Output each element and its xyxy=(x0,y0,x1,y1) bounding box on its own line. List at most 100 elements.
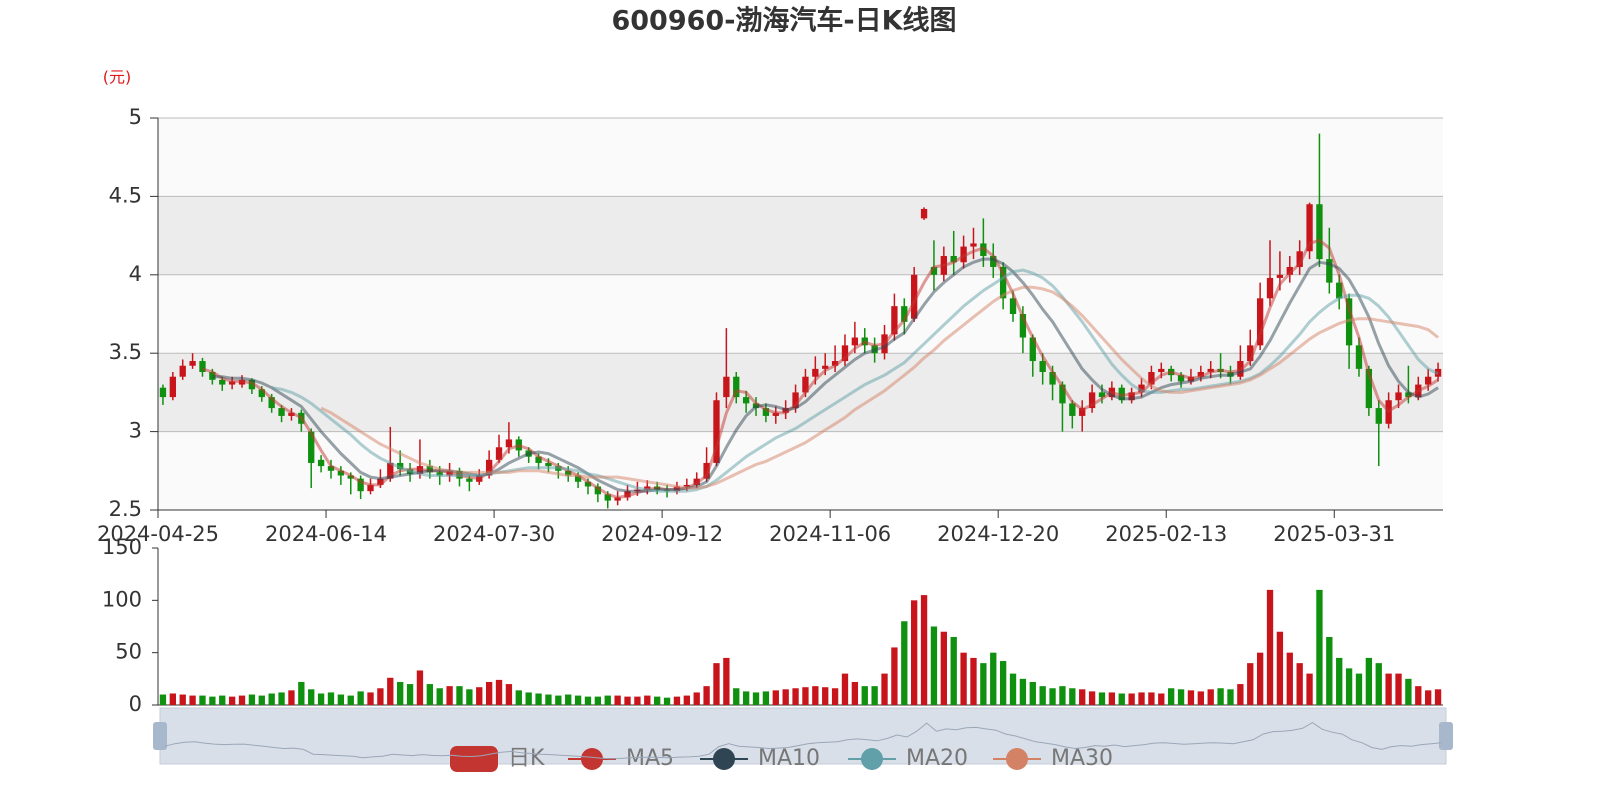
candle-body xyxy=(762,408,770,416)
y-axis-unit: (元) xyxy=(103,68,132,87)
volume-bar xyxy=(1425,690,1432,705)
legend-label[interactable]: MA5 xyxy=(626,746,674,771)
volume-bar xyxy=(515,690,522,705)
volume-bar xyxy=(930,626,938,705)
candle-body xyxy=(841,345,849,362)
x-tick-label: 2024-11-06 xyxy=(769,522,891,546)
candle-body xyxy=(1059,384,1066,404)
candle-body xyxy=(930,266,938,275)
volume-bar xyxy=(1138,692,1145,705)
volume-bar xyxy=(604,695,611,705)
volume-bar xyxy=(1276,631,1284,705)
candle-body xyxy=(1009,298,1017,314)
legend-label[interactable]: 日K xyxy=(508,746,545,771)
candle-body xyxy=(1128,392,1135,401)
volume-bar xyxy=(466,689,473,705)
volume-bar xyxy=(1079,689,1086,705)
candle-body xyxy=(1098,392,1106,398)
volume-bar xyxy=(298,681,305,705)
volume-bar xyxy=(1266,589,1274,705)
candle-body xyxy=(219,379,226,385)
candle-body xyxy=(594,486,602,495)
volume-bar xyxy=(327,692,335,705)
legend-label[interactable]: MA10 xyxy=(758,746,820,771)
volume-bar xyxy=(683,695,690,705)
legend-label[interactable]: MA20 xyxy=(906,746,968,771)
x-tick-label: 2024-09-12 xyxy=(601,522,723,546)
candle-body xyxy=(1069,403,1076,416)
volume-bar xyxy=(565,694,572,705)
candle-body xyxy=(911,274,918,319)
volume-bar xyxy=(1128,693,1135,705)
volume-bar xyxy=(189,695,196,705)
volume-bar xyxy=(476,687,483,705)
legend-label[interactable]: MA30 xyxy=(1051,746,1113,771)
candle-body xyxy=(733,376,740,398)
volume-bar xyxy=(881,673,888,705)
volume-bar xyxy=(960,652,967,705)
candle-body xyxy=(703,462,710,479)
volume-bar xyxy=(1306,673,1313,705)
volume-bar xyxy=(1434,689,1442,705)
candle-body xyxy=(1405,392,1412,398)
candle-body xyxy=(812,368,819,377)
volume-bar xyxy=(911,600,918,705)
grid-band xyxy=(158,353,1443,432)
candle-body xyxy=(278,408,285,416)
volume-bar xyxy=(485,681,493,705)
volume-bar xyxy=(594,696,602,705)
volume-bar xyxy=(822,687,829,705)
volume-bar xyxy=(545,694,552,705)
volume-bar xyxy=(1168,688,1175,705)
candle-body xyxy=(1425,376,1432,385)
volume-bar xyxy=(387,677,394,705)
volume-bar xyxy=(535,693,542,705)
volume-bar xyxy=(673,696,681,705)
candle-body xyxy=(179,365,186,377)
candle-body xyxy=(1039,361,1046,373)
candle-body xyxy=(495,447,503,460)
volume-bar xyxy=(802,687,809,705)
y-tick-label: 2.5 xyxy=(109,497,142,521)
zoom-handle-right[interactable] xyxy=(1439,722,1453,750)
volume-bar xyxy=(624,696,631,705)
volume-bar xyxy=(1385,673,1392,705)
candle-body xyxy=(1247,345,1254,362)
volume-bar xyxy=(762,691,770,705)
volume-bar xyxy=(1336,657,1343,705)
plot-background: 2.5 3 3.5 4 4.5 5 2024-04-25 2024-06-14 2024-07-… xyxy=(97,105,1443,716)
zoom-slider[interactable] xyxy=(159,707,1447,765)
candle-body xyxy=(268,397,275,409)
candle-body xyxy=(644,486,651,490)
volume-bar xyxy=(1237,684,1244,705)
ma-line xyxy=(271,268,1439,493)
candle-body xyxy=(1316,204,1323,260)
plot-marks xyxy=(159,133,1442,705)
volume-bar xyxy=(317,693,325,705)
zoom-handle-left[interactable] xyxy=(153,722,167,750)
volume-bar xyxy=(920,595,928,705)
volume-bar xyxy=(397,681,404,705)
candle-body xyxy=(189,361,196,366)
legend-icon xyxy=(861,748,883,770)
volume-bar xyxy=(1009,673,1017,705)
candle-body xyxy=(1326,259,1333,283)
volume-bar xyxy=(1187,690,1195,705)
x-tick-label: 2024-07-30 xyxy=(433,522,555,546)
volume-bar xyxy=(1217,688,1224,705)
volume-bar xyxy=(871,686,878,705)
volume-bar xyxy=(1069,688,1076,705)
candle-body xyxy=(970,243,977,247)
volume-y-tick-label: 0 xyxy=(129,692,142,716)
volume-bar xyxy=(238,695,246,705)
candle-body xyxy=(1138,384,1145,393)
volume-bar xyxy=(308,689,315,705)
volume-bar xyxy=(258,695,265,705)
volume-bar xyxy=(1197,691,1204,705)
volume-bar xyxy=(219,695,226,705)
volume-bar xyxy=(742,691,750,705)
candle-body xyxy=(1177,375,1185,382)
candle-body xyxy=(851,337,859,346)
volume-bar xyxy=(1207,689,1214,705)
volume-bar xyxy=(1296,663,1303,705)
